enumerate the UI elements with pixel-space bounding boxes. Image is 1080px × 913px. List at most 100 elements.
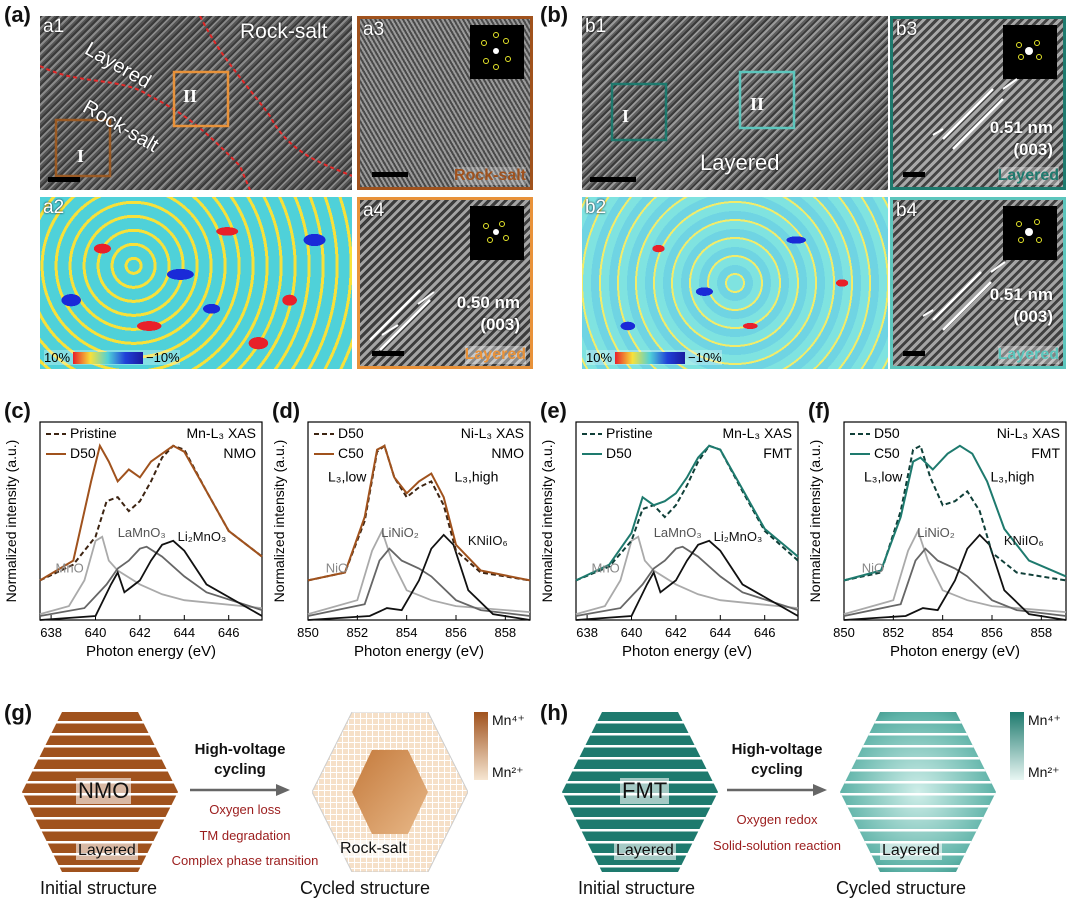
d-spacing-label: 0.50 nm (003) [457,292,520,336]
x-tick-label: 856 [445,625,467,640]
initial-caption: Initial structure [578,878,696,898]
scale-high: Mn⁴⁺ [492,712,525,728]
tem-image-a1: a1 Rock-salt Layered Rock-salt I II [40,16,352,190]
arrow-label-bottom: cycling [214,761,266,778]
panel-label-a: (a) [4,2,31,27]
tem-image-a3: a3 Rock-salt [357,16,533,190]
x-axis-label: Photon energy (eV) [86,643,216,660]
valence-scale-bar [474,712,488,780]
tem-image-a4: a4 0.50 nm (003) Layered [357,197,533,369]
x-tick-label: 858 [1030,625,1052,640]
reference-line [307,533,531,621]
reference-label: MnO [592,560,620,575]
phase-tag: Layered [464,346,526,364]
legend-label: D50 [874,425,900,441]
phase-label: Layered [614,842,676,860]
reference-label: Li₂MnO₃ [714,529,763,544]
x-tick-label: 646 [218,625,240,640]
phase-tag: Rock-salt [453,167,526,185]
legend-label: C50 [874,445,900,461]
reference-label: KNiIO₆ [1004,533,1044,548]
x-axis-label: Photon energy (eV) [354,643,484,660]
scale-high: Mn⁴⁺ [1028,712,1061,728]
series-line [843,444,1067,582]
panel-label-b: (b) [540,2,569,27]
reference-label: KNiIO₆ [468,533,508,548]
rocksalt-label: Rock-salt [240,20,328,43]
arrow-label-bottom: cycling [751,761,803,778]
d-spacing-label: 0.51 nm (003) [990,117,1053,161]
chart-annotation: FMT [1031,445,1060,461]
edge-label: L₃,low [328,468,367,484]
panel-label-f: (f) [808,398,830,423]
tem-label: a3 [363,19,385,40]
reference-line [39,539,263,621]
panel-label-d: (d) [272,398,301,423]
scale-bar [372,351,404,356]
tem-image-b1: b1 I II Layered [582,16,888,190]
roi-label: II [183,86,198,106]
legend-label: D50 [606,445,632,461]
nmo-cycled-hexagon [312,712,468,872]
scale-bar [903,351,925,356]
x-axis-label: Photon energy (eV) [890,643,1020,660]
roi-boxes [610,70,796,142]
edge-label: L₃,high [991,468,1035,484]
x-tick-label: 858 [494,625,516,640]
phase-label: Rock-salt [338,840,409,858]
right-arrow-icon [190,784,290,796]
plane-index: (003) [1013,307,1053,326]
chart-annotation: NMO [223,445,256,461]
strain-map-b2: b2 10% −10% [582,197,888,369]
legend-label: Pristine [70,425,117,441]
effect-label: Complex phase transition [171,853,319,868]
colorbar-min: 10% [44,350,71,365]
x-tick-label: 854 [396,625,418,640]
reference-label: Li₂MnO₃ [178,529,227,544]
legend-label: D50 [338,425,364,441]
edge-label: L₃,low [864,468,903,484]
effect-label: TM degradation [199,828,291,843]
colorbar-gradient [615,351,686,364]
panel-label-h: (h) [540,700,569,725]
series-line [843,444,1067,582]
material-label: FMT [620,778,670,804]
tem-image-b4: b4 0.51 nm (003) Layered [890,197,1066,369]
plane-index: (003) [1013,140,1053,159]
fft-inset [1003,206,1057,260]
roi-label: I [622,106,630,126]
effect-label: Oxygen loss [209,802,281,817]
reference-line [307,547,531,617]
y-axis-label: Normalized intensity (a.u.) [807,440,823,603]
reference-label: LaMnO₃ [118,525,166,540]
x-tick-label: 852 [346,625,368,640]
cycled-caption: Cycled structure [836,878,967,898]
d-spacing-value: 0.51 nm [989,285,1053,304]
tem-label: b4 [896,200,918,221]
scale-bar [590,177,636,182]
scale-bar [903,172,925,177]
phase-tag: Layered [997,346,1059,364]
tem-label: b2 [585,197,607,218]
plane-index: (003) [480,315,520,334]
roi-label: II [750,94,765,114]
series-line [39,443,263,582]
x-tick-label: 640 [621,625,643,640]
x-tick-label: 642 [129,625,151,640]
xas-chart-f: 850 852 854 856 858 Photon energy (eV) Normali… [807,421,1067,660]
scale-bar [48,177,80,182]
lattice-fringe-marker [932,78,1018,150]
x-tick-label: 638 [40,625,62,640]
d-spacing-value: 0.50 nm [456,293,520,312]
reference-label: LiNiO₂ [381,525,419,540]
effect-label: Oxygen redox [736,812,818,827]
reference-label: LiNiO₂ [917,525,955,540]
scale-low: Mn²⁺ [1028,764,1060,780]
edge-label: L₃,high [455,468,499,484]
reference-label: NiO [862,560,884,575]
reference-line [843,533,1067,621]
legend-label: C50 [338,445,364,461]
d-spacing-value: 0.51 nm [989,118,1053,137]
x-tick-label: 850 [297,625,319,640]
lattice-fringe-marker [369,289,435,351]
